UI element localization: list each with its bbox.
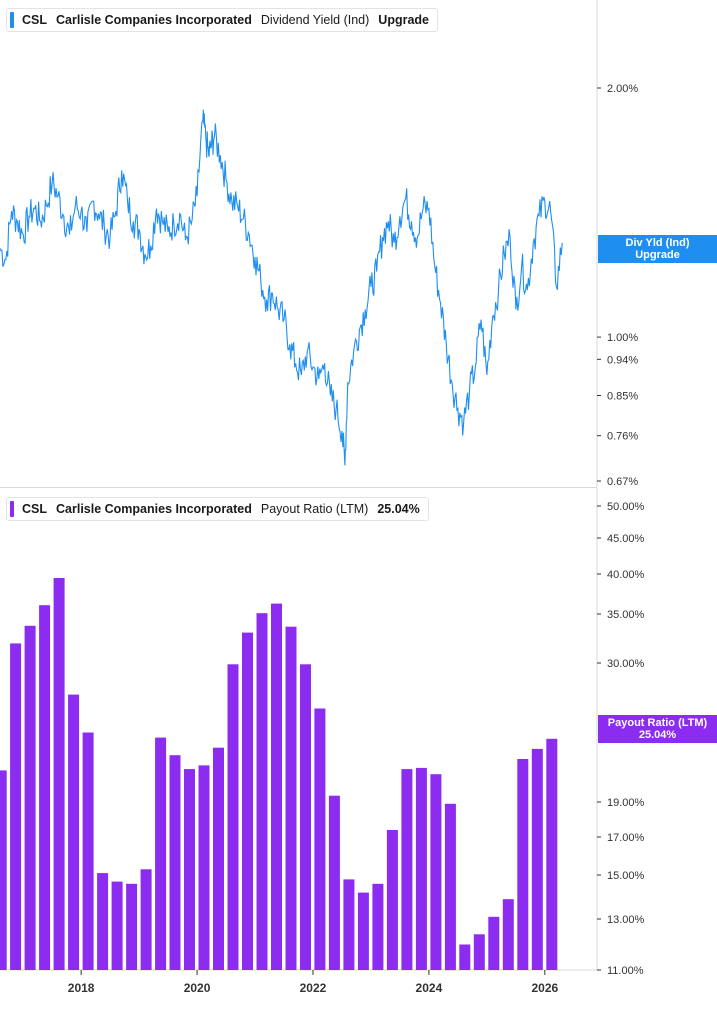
payout-bar <box>546 738 558 970</box>
payout-bar <box>502 899 514 970</box>
dividend-yield-line <box>0 109 563 466</box>
flag-value: 25.04% <box>638 728 677 741</box>
y-tick-label: 45.00% <box>607 533 645 545</box>
y-tick-label: 19.00% <box>607 797 645 809</box>
y-tick-label: 40.00% <box>607 569 645 581</box>
payout-bar <box>271 603 282 970</box>
payout-bar <box>82 732 94 970</box>
payout-ratio-flag: Payout Ratio (LTM) 25.04% <box>598 714 717 743</box>
y-tick-label: 35.00% <box>607 609 645 621</box>
payout-bar <box>10 643 22 970</box>
payout-bar <box>39 605 51 970</box>
legend-company: Carlisle Companies Incorporated <box>56 502 252 516</box>
payout-bar <box>68 694 80 970</box>
payout-bar <box>531 748 543 970</box>
dividend-yield-chart: 2.00% 1.00% 0.94% 0.85% 0.76% 0.67% <box>0 0 638 488</box>
legend-metric: Dividend Yield (Ind) <box>260 13 370 27</box>
legend-swatch <box>10 501 14 517</box>
dividend-yield-panel: 2.00% 1.00% 0.94% 0.85% 0.76% 0.67% CSL Carli… <box>0 0 717 488</box>
legend-ticker: CSL <box>22 502 47 516</box>
payout-ratio-panel: 50.00% 45.00% 40.00% 35.00% 30.00% 19.00% 17.0… <box>0 488 717 995</box>
payout-bar <box>285 626 297 970</box>
y-tick-label: 2.00% <box>607 83 638 95</box>
y-tick-label: 50.00% <box>607 501 645 513</box>
y-tick-label: 17.00% <box>607 832 645 844</box>
payout-bar <box>184 769 195 970</box>
flag-label: Payout Ratio (LTM) <box>607 716 708 729</box>
legend-company: Carlisle Companies Incorporated <box>56 13 252 27</box>
payout-bar <box>372 883 384 970</box>
payout-ratio-legend[interactable]: CSL Carlisle Companies Incorporated Payo… <box>6 497 429 521</box>
legend-metric: Payout Ratio (LTM) <box>260 502 369 516</box>
payout-bar <box>473 934 485 970</box>
payout-bar <box>111 881 123 970</box>
flag-value: Upgrade <box>635 249 680 262</box>
payout-bar <box>415 767 427 970</box>
payout-bar <box>357 892 369 970</box>
dividend-yield-legend[interactable]: CSL Carlisle Companies Incorporated Divi… <box>6 8 438 32</box>
payout-bar <box>343 879 355 970</box>
payout-bar <box>328 795 340 970</box>
payout-bar <box>140 869 152 970</box>
y-tick-label: 0.76% <box>607 431 638 443</box>
y-tick-label: 30.00% <box>607 658 645 670</box>
payout-bar <box>430 774 442 970</box>
y-tick-label: 13.00% <box>607 914 645 926</box>
payout-bar <box>155 737 167 970</box>
legend-swatch <box>10 12 14 28</box>
payout-bar <box>256 613 268 970</box>
dividend-yield-flag: Div Yld (Ind) Upgrade <box>598 235 717 264</box>
y-tick-label: 0.85% <box>607 390 638 402</box>
payout-bar <box>459 944 471 970</box>
payout-bar <box>227 664 239 970</box>
y-tick-label: 15.00% <box>607 870 645 882</box>
payout-bar <box>386 830 398 970</box>
payout-bar <box>213 747 224 970</box>
panel-divider <box>0 487 597 488</box>
legend-value: 25.04% <box>377 502 420 516</box>
payout-bar <box>97 873 109 970</box>
payout-bar <box>401 769 413 970</box>
y-tick-label: 1.00% <box>607 332 638 344</box>
x-tick-label: 2020 <box>184 981 211 995</box>
x-tick-label: 2024 <box>416 981 443 995</box>
payout-bar <box>198 765 210 970</box>
y-tick-label: 0.67% <box>607 476 638 487</box>
payout-bar <box>300 664 311 970</box>
payout-bar <box>242 632 253 970</box>
payout-bar <box>314 708 326 970</box>
legend-value[interactable]: Upgrade <box>378 13 429 27</box>
legend-ticker: CSL <box>22 13 47 27</box>
payout-bar <box>24 625 36 970</box>
y-tick-label: 11.00% <box>607 965 644 977</box>
payout-bar <box>517 759 529 970</box>
payout-bar <box>53 578 65 970</box>
payout-bar <box>126 883 138 970</box>
flag-label: Div Yld (Ind) <box>625 237 690 250</box>
payout-bar <box>0 770 7 970</box>
x-tick-label: 2018 <box>68 981 95 995</box>
payout-bar <box>169 755 181 970</box>
x-tick-label: 2026 <box>531 981 558 995</box>
y-tick-label: 0.94% <box>607 354 638 366</box>
payout-ratio-chart: 50.00% 45.00% 40.00% 35.00% 30.00% 19.00% 17.0… <box>0 488 645 995</box>
x-tick-label: 2022 <box>300 981 327 995</box>
payout-bar <box>488 916 500 970</box>
payout-bar <box>444 803 456 971</box>
